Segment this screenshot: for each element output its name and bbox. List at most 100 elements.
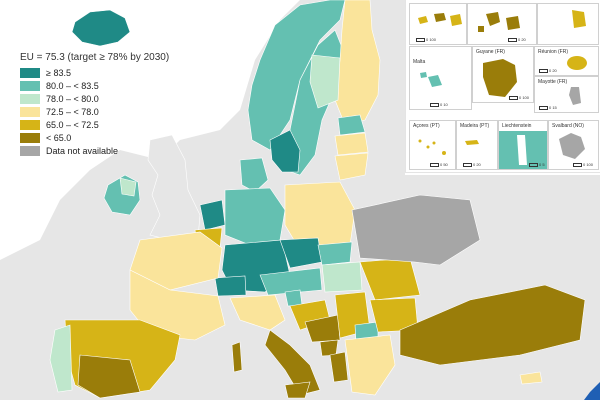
legend-label: 78.0 – < 80.0 [46, 93, 99, 104]
scale-label: 0 100 [426, 37, 437, 42]
scale-label: 0 20 [473, 162, 481, 167]
legend-swatch [20, 119, 40, 130]
guyane-territory [483, 59, 517, 97]
inset-scale: 0 50 [430, 162, 448, 167]
legend-label: Data not available [46, 145, 119, 156]
spain-south [77, 354, 141, 399]
inset-title: Svalbard (NO) [552, 123, 584, 129]
finland [334, 0, 381, 126]
inset-madeira: Madeira (PT) 0 20 [456, 120, 498, 170]
inset-mayotte: Mayotte (FR) 0 15 [534, 76, 599, 113]
inset-canarias-map [418, 13, 462, 26]
publisher-corner-mark [584, 382, 600, 400]
island [434, 13, 446, 22]
cyprus [519, 371, 543, 385]
inset-mayotte-map [569, 87, 581, 105]
albania [329, 351, 349, 383]
legend-swatch [20, 80, 40, 91]
scale-label: 0 10 [440, 102, 448, 107]
estonia [337, 114, 366, 136]
malta-island [428, 75, 442, 87]
island [572, 10, 586, 28]
island [442, 151, 446, 155]
legend-swatch [20, 67, 40, 78]
scale-bar [509, 95, 518, 100]
scale-label: 0 15 [549, 105, 557, 110]
corsica [231, 341, 243, 373]
scale-label: 0 20 [518, 37, 526, 42]
legend-label: 80.0 – < 83.5 [46, 80, 99, 91]
svalbard-territory [559, 133, 585, 159]
inset-martinique [537, 3, 599, 45]
island [426, 145, 430, 149]
gozo-island [420, 72, 427, 78]
madeira-island [465, 140, 479, 145]
island [478, 26, 484, 32]
france-south [129, 269, 226, 341]
mayotte-island [569, 87, 581, 105]
scale-label: 0 100 [583, 162, 594, 167]
inset-liechtenstein-map [499, 131, 547, 169]
inset-scale: 0 10 [430, 102, 448, 107]
legend-item: Data not available [20, 144, 195, 157]
slovenia [284, 289, 303, 307]
island [432, 141, 436, 145]
scale-bar [430, 102, 439, 107]
inset-reunion: Réunion (FR) 0 20 [534, 46, 599, 76]
inset-malta-map [420, 72, 442, 87]
scale-bar [573, 162, 582, 167]
inset-scale: 0 20 [463, 162, 481, 167]
legend-swatch [20, 145, 40, 156]
island [486, 12, 500, 26]
sweden-south [269, 129, 301, 173]
scale-label: 0 5 [539, 162, 545, 167]
legend-item: 65.0 – < 72.5 [20, 118, 195, 131]
inset-title: Mayotte (FR) [538, 79, 568, 85]
legend-label: ≥ 83.5 [46, 67, 71, 78]
inset-title: Madeira (PT) [460, 123, 490, 129]
inset-scale: 0 100 [573, 162, 593, 167]
inset-title: Açores (PT) [413, 123, 440, 129]
scale-label: 0 50 [440, 162, 448, 167]
island [506, 16, 520, 30]
island [450, 14, 462, 26]
inset-acores: Açores (PT) 0 50 [409, 120, 456, 170]
island [418, 16, 428, 24]
scale-bar [539, 105, 548, 110]
island [418, 139, 422, 143]
lithuania [334, 152, 369, 181]
slovakia [317, 241, 353, 266]
scale-bar [430, 162, 439, 167]
inset-guadeloupe: 0 20 [467, 3, 537, 45]
reunion-island [567, 56, 587, 70]
scale-bar [529, 162, 538, 167]
legend-label: 72.5 – < 78.0 [46, 106, 99, 117]
denmark [239, 157, 269, 193]
ukraine [351, 194, 481, 266]
ireland-region-2 [119, 177, 137, 197]
inset-guyane-map [483, 59, 517, 97]
inset-malta: Malta 0 10 [409, 46, 472, 110]
switzerland [214, 275, 247, 297]
legend-title: EU = 75.3 (target ≥ 78% by 2030) [20, 52, 170, 63]
legend-swatch [20, 93, 40, 104]
legend-item: 78.0 – < 80.0 [20, 92, 195, 105]
inset-title: Guyane (FR) [476, 49, 505, 55]
inset-svalbard: Svalbard (NO) 0 100 [548, 120, 599, 170]
turkey [399, 284, 586, 366]
legend-swatch [20, 106, 40, 117]
austria [259, 267, 323, 296]
scale-bar [463, 162, 472, 167]
inset-scale: 0 5 [529, 162, 545, 167]
legend-label: < 65.0 [46, 132, 72, 143]
inset-title: Réunion (FR) [538, 49, 569, 55]
scale-bar [539, 68, 548, 73]
legend-item: ≥ 83.5 [20, 66, 195, 79]
finland-south [309, 54, 341, 109]
inset-liechtenstein: Liechtenstein 0 5 [498, 120, 548, 170]
legend-item: 80.0 – < 83.5 [20, 79, 195, 92]
inset-title: Liechtenstein [502, 123, 532, 129]
inset-scale: 0 20 [508, 37, 526, 42]
